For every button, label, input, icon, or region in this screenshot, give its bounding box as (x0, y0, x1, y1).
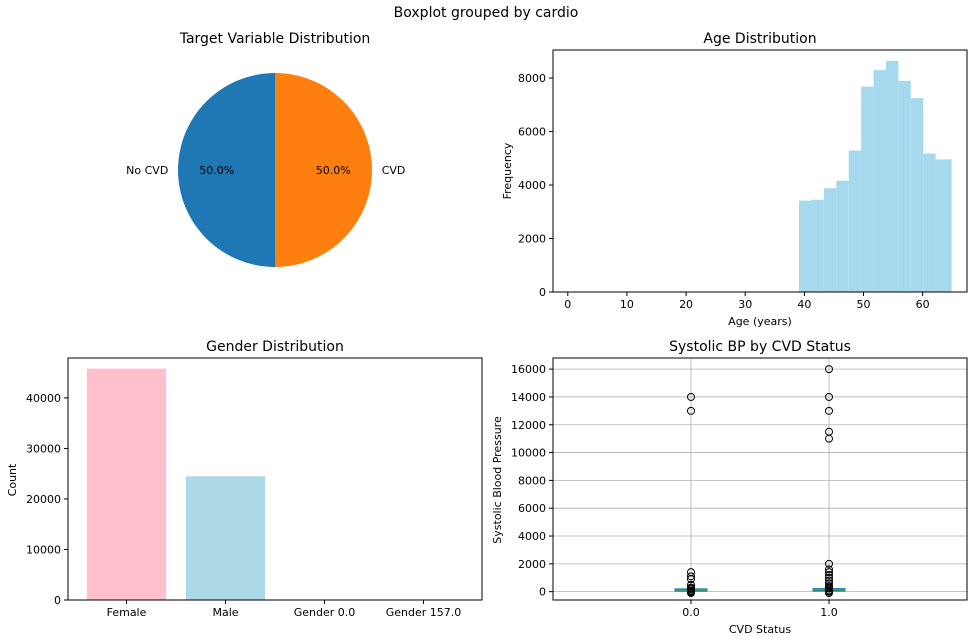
x-tick-label: 1.0 (820, 606, 838, 619)
x-tick-label: 0 (564, 298, 571, 311)
y-tick-label: 4000 (518, 530, 546, 543)
outlier-point (687, 572, 695, 581)
age-histogram: Age Distribution Age (years) Frequency 0… (501, 31, 968, 328)
hist-bar (910, 98, 924, 292)
x-tick-label: 50 (857, 298, 871, 311)
pie-title: Target Variable Distribution (179, 31, 371, 47)
outlier-point (825, 559, 833, 568)
hist-title: Age Distribution (703, 31, 816, 47)
hist-ylabel: Frequency (501, 142, 514, 199)
y-tick-label: 10000 (26, 543, 61, 556)
y-tick-label: 40000 (26, 392, 61, 405)
box-frame (552, 357, 968, 601)
x-tick-label: 60 (916, 298, 930, 311)
x-tick-label: 30 (738, 298, 752, 311)
y-tick-label: 8000 (518, 72, 546, 85)
outlier-point (687, 589, 695, 598)
hist-bar (898, 80, 911, 293)
pie-slice (275, 73, 372, 267)
y-tick-label: 8000 (518, 474, 546, 487)
bar-title: Gender Distribution (206, 339, 344, 355)
x-tick-label: Male (212, 606, 238, 619)
hist-bar (811, 199, 824, 292)
box-title: Systolic BP by CVD Status (669, 339, 851, 355)
y-tick-label: 10000 (511, 447, 546, 460)
hist-bar (923, 153, 936, 292)
y-tick-label: 2000 (518, 558, 546, 571)
y-tick-label: 6000 (518, 126, 546, 139)
outlier-point (825, 565, 833, 574)
outlier-point (825, 365, 833, 374)
y-tick-label: 12000 (511, 419, 546, 432)
bar-frame (67, 357, 483, 601)
outlier-point (687, 575, 695, 584)
outlier-point (825, 584, 833, 593)
figure-title: Boxplot grouped by cardio (394, 5, 579, 21)
y-tick-label: 2000 (518, 233, 546, 246)
y-tick-label: 0 (54, 594, 61, 607)
hist-bar (823, 188, 837, 292)
gender-bar (185, 476, 266, 600)
x-tick-label: Gender 0.0 (294, 606, 356, 619)
outlier-point (825, 589, 833, 598)
y-tick-label: 14000 (511, 391, 546, 404)
hist-bar (935, 159, 952, 292)
pie-label: No CVD (126, 164, 168, 177)
hist-bar (873, 70, 886, 292)
outlier-point (825, 434, 833, 443)
bar-ylabel: Count (6, 463, 19, 496)
outlier-point (825, 392, 833, 401)
x-tick-label: Gender 157.0 (386, 606, 462, 619)
pie-pct-label: 50.0% (199, 164, 234, 177)
y-tick-label: 6000 (518, 502, 546, 515)
systolic-boxplot: Systolic BP by CVD Status CVD Status Sys… (491, 339, 968, 636)
pie-pct-label: 50.0% (316, 164, 351, 177)
y-tick-label: 0 (539, 286, 546, 299)
pie-chart: Target Variable Distribution No CVD 50.0%… (126, 31, 405, 267)
pie-slice (178, 73, 275, 267)
hist-bar (799, 200, 812, 292)
outlier-point (687, 406, 695, 415)
x-tick-label: 0.0 (682, 606, 700, 619)
hist-bar (861, 86, 874, 293)
outlier-point (825, 573, 833, 582)
hist-bar (836, 180, 849, 292)
y-tick-label: 16000 (511, 363, 546, 376)
x-tick-label: 20 (679, 298, 693, 311)
outlier-point (825, 406, 833, 415)
box-xlabel: CVD Status (729, 623, 791, 636)
y-tick-label: 4000 (518, 179, 546, 192)
x-tick-label: 10 (620, 298, 634, 311)
outlier-point (825, 568, 833, 577)
hist-frame (552, 49, 968, 293)
hist-bar (885, 60, 899, 293)
y-tick-label: 0 (539, 586, 546, 599)
hist-xlabel: Age (years) (728, 315, 792, 328)
gender-bar-chart: Gender Distribution Count Female Male Gend… (6, 339, 483, 619)
hist-bar (848, 150, 862, 292)
y-tick-label: 30000 (26, 442, 61, 455)
x-tick-label: 40 (797, 298, 811, 311)
outlier-point (687, 392, 695, 401)
y-tick-label: 20000 (26, 493, 61, 506)
x-tick-label: Female (107, 606, 147, 619)
pie-label: CVD (382, 164, 406, 177)
outlier-point (825, 570, 833, 579)
box-ylabel: Systolic Blood Pressure (491, 416, 504, 544)
gender-bar (86, 368, 167, 600)
